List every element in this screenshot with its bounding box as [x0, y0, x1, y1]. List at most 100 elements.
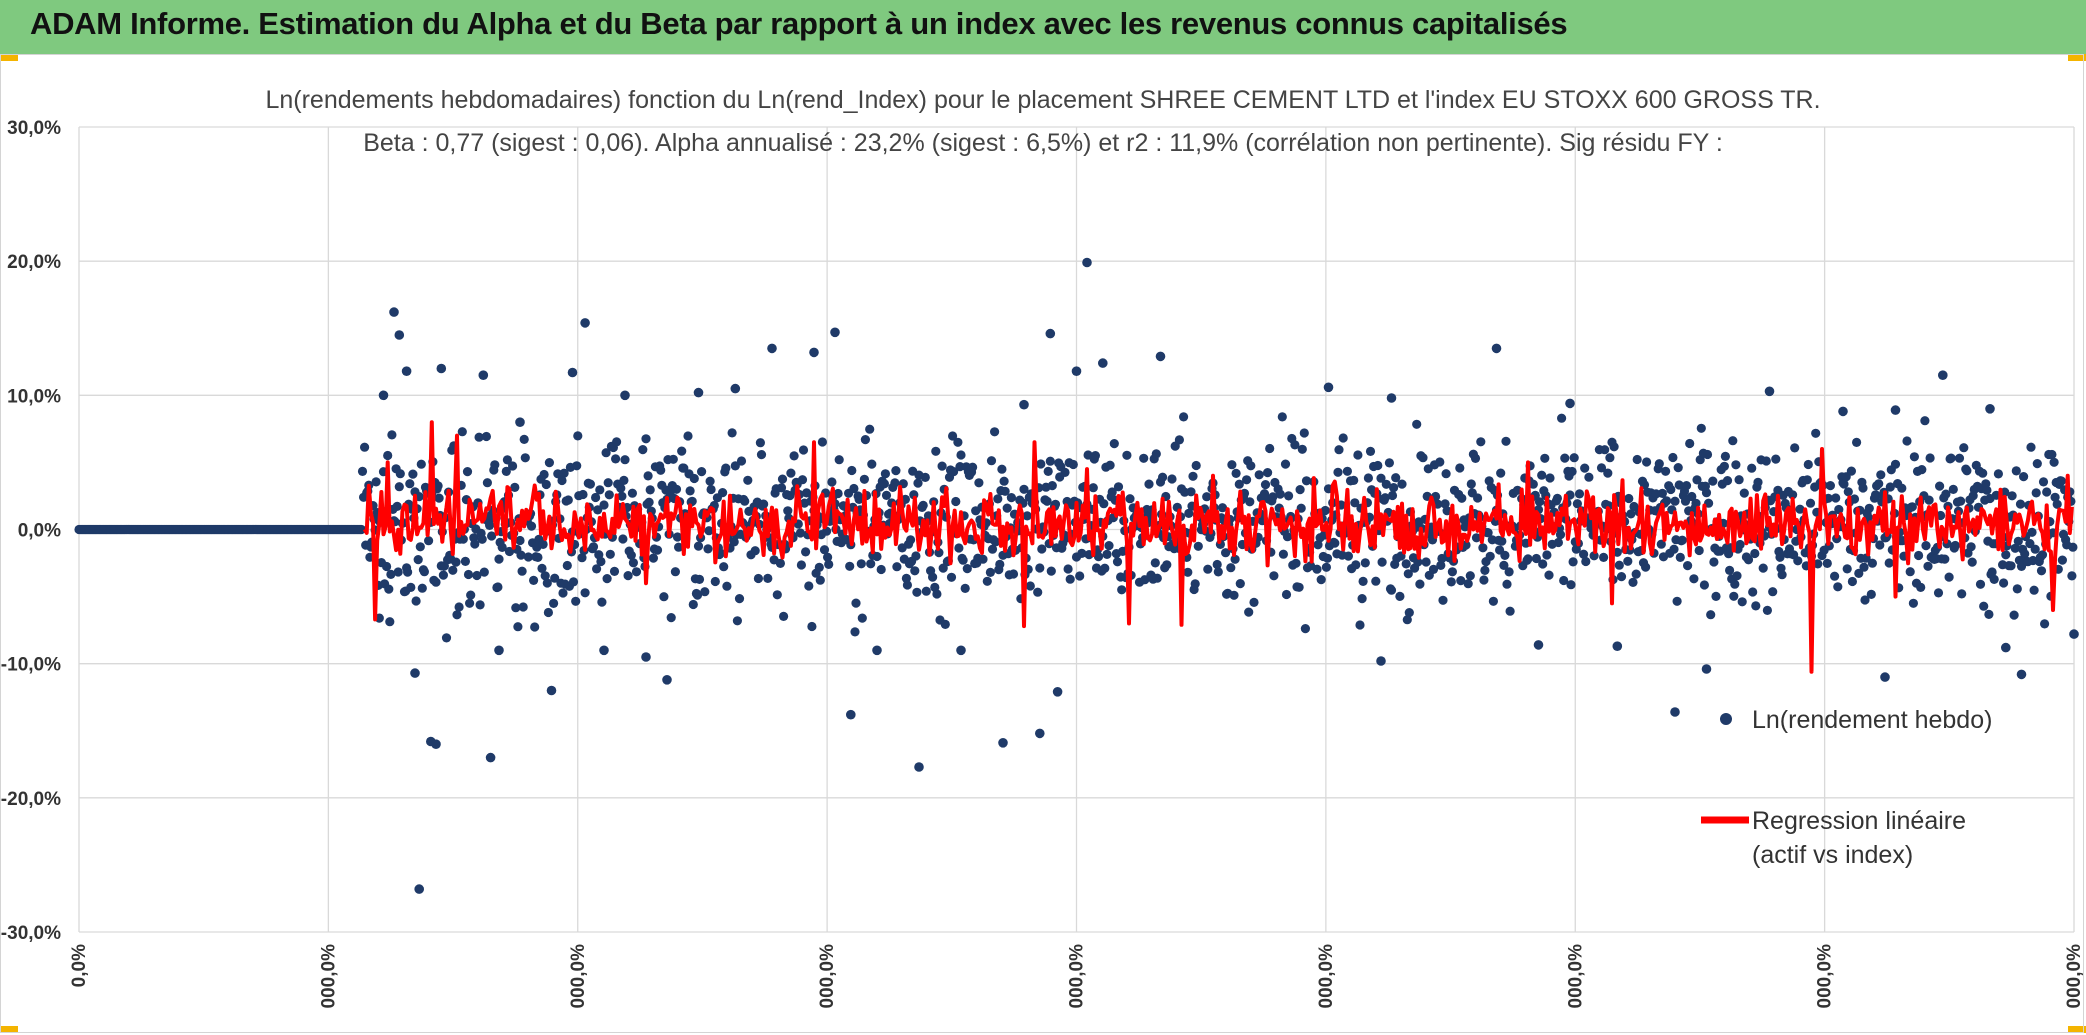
data-point: [1528, 479, 1538, 489]
data-point: [2029, 585, 2039, 595]
data-point: [1864, 503, 1874, 513]
data-point: [1281, 589, 1292, 600]
data-point: [730, 461, 740, 471]
data-point: [559, 468, 569, 478]
data-point: [1788, 490, 1798, 500]
data-point: [2050, 492, 2060, 502]
data-point: [779, 611, 789, 622]
data-point: [881, 490, 892, 500]
y-tick-label: -10,0%: [1, 655, 61, 676]
corner-marker-bottom-left: [0, 1026, 18, 1033]
data-point: [1641, 562, 1651, 572]
data-point: [2019, 472, 2029, 482]
data-point: [815, 575, 825, 585]
data-point: [384, 584, 394, 594]
data-point: [850, 627, 860, 637]
data-point: [1616, 572, 1627, 582]
data-point: [1950, 540, 1960, 551]
data-point: [729, 537, 739, 547]
data-point: [1193, 541, 1203, 551]
data-point: [519, 434, 529, 444]
data-point: [557, 475, 567, 486]
data-point: [1680, 496, 1691, 506]
data-point: [866, 559, 876, 569]
data-point: [819, 545, 830, 555]
data-point: [1282, 532, 1293, 542]
data-point: [1296, 503, 1306, 513]
chart-title-line-2: Beta : 0,77 (sigest : 0,06). Alpha annua…: [363, 129, 1723, 157]
data-point: [968, 462, 978, 472]
data-point: [623, 571, 633, 581]
data-point: [1834, 504, 1844, 515]
data-point: [683, 431, 693, 441]
data-point: [1656, 539, 1666, 549]
data-point: [1373, 460, 1383, 471]
data-point: [859, 474, 870, 484]
data-point: [1358, 576, 1368, 587]
data-point: [1002, 503, 1012, 513]
data-point: [1681, 481, 1692, 491]
corner-marker-right: [2068, 54, 2086, 61]
data-point-outlier: [693, 387, 704, 398]
data-point: [477, 534, 487, 544]
data-point: [454, 602, 464, 612]
data-point: [1478, 543, 1488, 553]
data-point: [666, 613, 676, 623]
data-point: [671, 484, 682, 494]
data-point: [1457, 493, 1467, 503]
data-point: [1042, 496, 1052, 506]
data-point: [1473, 493, 1483, 503]
data-point: [849, 483, 859, 494]
data-point-outlier: [567, 367, 578, 378]
data-point: [1917, 465, 1927, 475]
data-point: [1333, 467, 1343, 477]
data-point: [1077, 548, 1087, 558]
data-point: [616, 483, 626, 493]
data-point: [645, 485, 655, 495]
data-point: [807, 621, 817, 632]
data-point-outlier: [1880, 672, 1890, 682]
data-point: [2067, 571, 2077, 581]
data-point: [1162, 560, 1172, 570]
data-point-outlier: [1052, 687, 1063, 697]
data-point: [891, 466, 901, 476]
data-point: [700, 587, 710, 597]
data-point: [1190, 579, 1200, 589]
data-point: [371, 477, 381, 487]
data-point: [876, 564, 886, 575]
data-point: [1229, 590, 1239, 600]
data-point: [814, 562, 824, 572]
data-point: [1254, 470, 1264, 480]
data-point: [958, 555, 968, 565]
data-point: [571, 596, 581, 606]
data-point: [1574, 489, 1585, 499]
data-point: [1186, 487, 1196, 497]
data-point: [1677, 535, 1687, 545]
data-point: [1442, 506, 1452, 516]
data-point: [1954, 453, 1965, 463]
data-point: [1351, 560, 1361, 570]
y-tick-label: -30,0%: [1, 923, 61, 944]
data-point: [1260, 480, 1271, 490]
data-point: [1609, 442, 1619, 452]
data-point: [987, 544, 998, 554]
data-point: [692, 590, 703, 600]
data-point: [387, 430, 397, 440]
data-point: [513, 622, 523, 632]
data-point: [1989, 574, 1999, 585]
data-point: [962, 564, 972, 574]
data-point: [2006, 561, 2016, 571]
data-point: [1299, 428, 1309, 438]
data-point: [1386, 585, 1397, 595]
data-point: [1321, 562, 1331, 572]
data-point: [2015, 499, 2026, 509]
data-point: [817, 437, 828, 447]
data-point: [1734, 475, 1744, 485]
data-point: [2026, 442, 2036, 452]
data-point: [1920, 416, 1930, 426]
x-tick-label: 000,0%: [1565, 944, 1586, 1009]
data-point: [674, 542, 684, 552]
corner-marker-left: [0, 54, 18, 61]
data-point: [1025, 581, 1035, 591]
data-point: [417, 583, 427, 593]
